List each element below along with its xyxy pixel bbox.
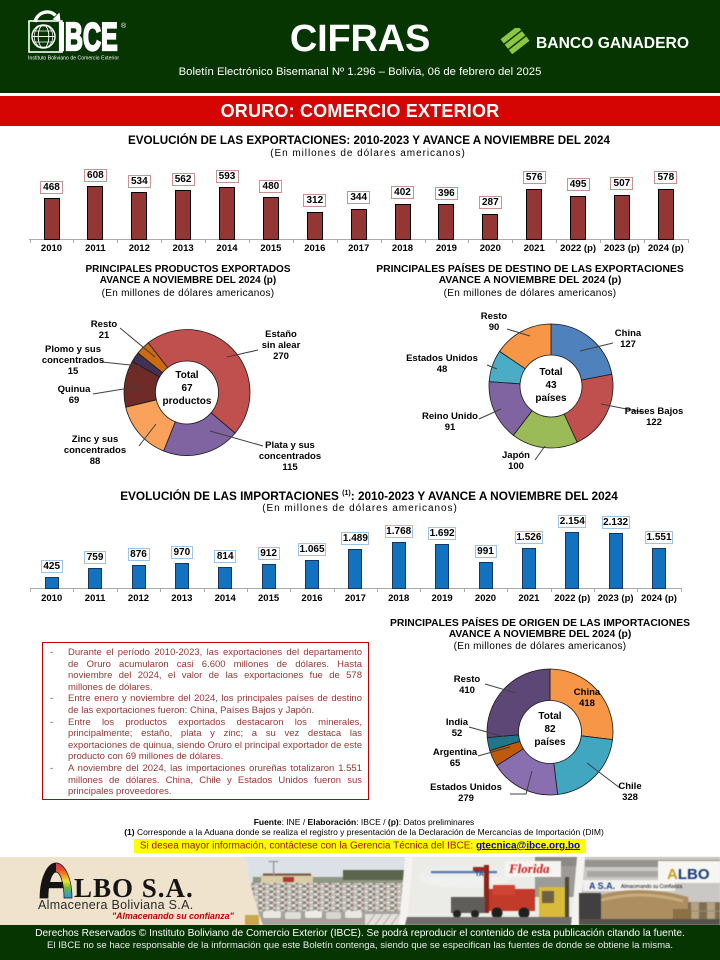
svg-text:A S.A.: A S.A. [589,881,615,891]
svg-text:TAB: TAB [475,871,489,878]
svg-text:Almacenando su Confianza: Almacenando su Confianza [621,884,682,890]
svg-text:Instituto Boliviano de Comerci: Instituto Boliviano de Comercio Exterior [28,56,119,62]
svg-text:IBCE: IBCE [58,14,118,58]
svg-text:ALBO: ALBO [667,866,710,883]
svg-text:Florida: Florida [508,861,550,876]
svg-text:BANCO GANADERO: BANCO GANADERO [536,35,689,52]
svg-text:®: ® [121,22,127,30]
